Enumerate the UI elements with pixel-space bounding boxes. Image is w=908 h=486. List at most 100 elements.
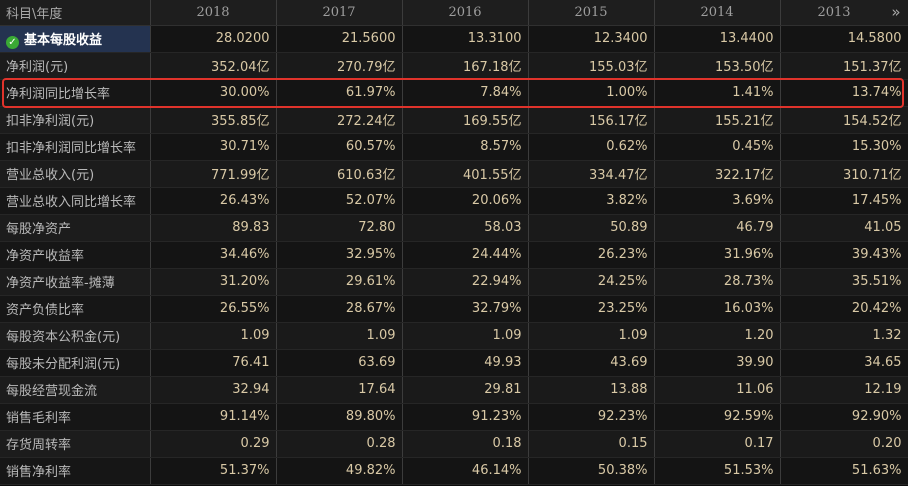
row-label[interactable]: 营业总收入(元) xyxy=(0,160,151,188)
value-cell: 26.55% xyxy=(150,295,277,323)
value-cell: 43.69 xyxy=(528,349,655,377)
year-header-2015[interactable]: 2015 xyxy=(528,0,655,26)
row-label[interactable]: 净资产收益率-摊薄 xyxy=(0,268,151,296)
table-row[interactable]: 每股资本公积金(元) 1.09 1.09 1.09 1.09 1.20 1.32 xyxy=(0,322,908,350)
value-cell: 89.83 xyxy=(150,214,277,242)
table-row[interactable]: 净利润(元) 352.04亿 270.79亿 167.18亿 155.03亿 153.50… xyxy=(0,52,908,80)
value-cell: 50.89 xyxy=(528,214,655,242)
value-cell: 156.17亿 xyxy=(528,106,655,134)
value-cell: 92.59% xyxy=(654,403,781,431)
table-row[interactable]: 每股经营现金流 32.94 17.64 29.81 13.88 11.06 12.19 xyxy=(0,376,908,404)
row-label[interactable]: 每股经营现金流 xyxy=(0,376,151,404)
table-row[interactable]: 净资产收益率 34.46% 32.95% 24.44% 26.23% 31.96% 39.4… xyxy=(0,241,908,269)
row-label-text: 销售毛利率 xyxy=(6,411,72,426)
year-header-2018[interactable]: 2018 xyxy=(150,0,277,26)
value-cell: 1.09 xyxy=(528,322,655,350)
row-label-text: 每股净资产 xyxy=(6,222,72,237)
value-cell: 0.18 xyxy=(402,430,529,458)
value-cell: 153.50亿 xyxy=(654,52,781,80)
year-header-2013-label: 2013 xyxy=(817,4,851,20)
row-label[interactable]: 每股净资产 xyxy=(0,214,151,242)
row-label[interactable]: 销售净利率 xyxy=(0,457,151,485)
year-header-2014[interactable]: 2014 xyxy=(654,0,781,26)
value-cell: 270.79亿 xyxy=(276,52,403,80)
value-cell: 3.69% xyxy=(654,187,781,215)
table-row[interactable]: 营业总收入(元) 771.99亿 610.63亿 401.55亿 334.47亿 322.… xyxy=(0,160,908,188)
value-cell: 0.28 xyxy=(276,430,403,458)
table-row[interactable]: 净利润同比增长率 30.00% 61.97% 7.84% 1.00% 1.41% 13.74… xyxy=(0,79,908,107)
row-label[interactable]: 净利润(元) xyxy=(0,52,151,80)
value-cell: 51.53% xyxy=(654,457,781,485)
value-cell: 14.5800 xyxy=(780,25,908,53)
table-row[interactable]: 净资产收益率-摊薄 31.20% 29.61% 22.94% 24.25% 28.73% 3… xyxy=(0,268,908,296)
value-cell: 20.42% xyxy=(780,295,908,323)
table-row[interactable]: 营业总收入同比增长率 26.43% 52.07% 20.06% 3.82% 3.69% 17… xyxy=(0,187,908,215)
value-cell: 58.03 xyxy=(402,214,529,242)
value-cell: 0.15 xyxy=(528,430,655,458)
row-label[interactable]: 每股资本公积金(元) xyxy=(0,322,151,350)
row-label-text: 存货周转率 xyxy=(6,438,72,453)
value-cell: 1.09 xyxy=(402,322,529,350)
row-label[interactable]: ✓ 基本每股收益 xyxy=(0,25,151,53)
value-cell: 151.37亿 xyxy=(780,52,908,80)
value-cell: 30.00% xyxy=(150,79,277,107)
value-cell: 39.90 xyxy=(654,349,781,377)
table-row[interactable]: 销售毛利率 91.14% 89.80% 91.23% 92.23% 92.59% 92.90… xyxy=(0,403,908,431)
value-cell: 0.45% xyxy=(654,133,781,161)
value-cell: 41.05 xyxy=(780,214,908,242)
value-cell: 29.61% xyxy=(276,268,403,296)
value-cell: 169.55亿 xyxy=(402,106,529,134)
row-label-text: 扣非净利润(元) xyxy=(6,114,95,129)
value-cell: 30.71% xyxy=(150,133,277,161)
value-cell: 167.18亿 xyxy=(402,52,529,80)
row-label[interactable]: 净资产收益率 xyxy=(0,241,151,269)
row-label[interactable]: 销售毛利率 xyxy=(0,403,151,431)
table-row[interactable]: 销售净利率 51.37% 49.82% 46.14% 50.38% 51.53% 51.63… xyxy=(0,457,908,485)
row-label[interactable]: 净利润同比增长率 xyxy=(0,79,151,107)
value-cell: 46.14% xyxy=(402,457,529,485)
value-cell: 31.20% xyxy=(150,268,277,296)
row-label[interactable]: 资产负债比率 xyxy=(0,295,151,323)
value-cell: 155.03亿 xyxy=(528,52,655,80)
value-cell: 7.84% xyxy=(402,79,529,107)
table-row[interactable]: ✓ 基本每股收益 28.0200 21.5600 13.3100 12.3400 13.44… xyxy=(0,25,908,53)
row-label[interactable]: 每股未分配利润(元) xyxy=(0,349,151,377)
value-cell: 771.99亿 xyxy=(150,160,277,188)
row-label-text: 销售净利率 xyxy=(6,465,72,480)
value-cell: 89.80% xyxy=(276,403,403,431)
table-row[interactable]: 存货周转率 0.29 0.28 0.18 0.15 0.17 0.20 xyxy=(0,430,908,458)
table-row[interactable]: 每股净资产 89.83 72.80 58.03 50.89 46.79 41.05 xyxy=(0,214,908,242)
table-row[interactable]: 每股未分配利润(元) 76.41 63.69 49.93 43.69 39.90 34.65 xyxy=(0,349,908,377)
value-cell: 155.21亿 xyxy=(654,106,781,134)
row-label-text: 基本每股收益 xyxy=(24,32,103,48)
row-label-text: 每股经营现金流 xyxy=(6,384,98,399)
row-label-text: 净资产收益率 xyxy=(6,249,85,264)
value-cell: 32.94 xyxy=(150,376,277,404)
row-label[interactable]: 扣非净利润同比增长率 xyxy=(0,133,151,161)
value-cell: 17.45% xyxy=(780,187,908,215)
year-header-2016[interactable]: 2016 xyxy=(402,0,529,26)
value-cell: 0.20 xyxy=(780,430,908,458)
value-cell: 12.19 xyxy=(780,376,908,404)
double-chevron-right-icon[interactable]: » xyxy=(891,3,901,21)
value-cell: 13.4400 xyxy=(654,25,781,53)
year-header-2017[interactable]: 2017 xyxy=(276,0,403,26)
value-cell: 22.94% xyxy=(402,268,529,296)
row-label-text: 净资产收益率-摊薄 xyxy=(6,276,115,291)
value-cell: 352.04亿 xyxy=(150,52,277,80)
table-row[interactable]: 扣非净利润同比增长率 30.71% 60.57% 8.57% 0.62% 0.45% 15.… xyxy=(0,133,908,161)
year-header-2013[interactable]: 2013 » xyxy=(780,0,908,26)
row-label[interactable]: 营业总收入同比增长率 xyxy=(0,187,151,215)
value-cell: 51.63% xyxy=(780,457,908,485)
value-cell: 322.17亿 xyxy=(654,160,781,188)
value-cell: 32.95% xyxy=(276,241,403,269)
row-label[interactable]: 扣非净利润(元) xyxy=(0,106,151,134)
value-cell: 17.64 xyxy=(276,376,403,404)
value-cell: 34.46% xyxy=(150,241,277,269)
value-cell: 32.79% xyxy=(402,295,529,323)
table-row[interactable]: 扣非净利润(元) 355.85亿 272.24亿 169.55亿 156.17亿 155.… xyxy=(0,106,908,134)
value-cell: 24.44% xyxy=(402,241,529,269)
table-row[interactable]: 资产负债比率 26.55% 28.67% 32.79% 23.25% 16.03% 20.4… xyxy=(0,295,908,323)
row-label[interactable]: 存货周转率 xyxy=(0,430,151,458)
